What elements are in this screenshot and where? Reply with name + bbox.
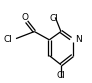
Text: Cl: Cl <box>50 14 59 23</box>
Text: Cl: Cl <box>3 35 12 44</box>
Text: N: N <box>75 35 82 44</box>
Text: Cl: Cl <box>56 71 65 80</box>
Text: O: O <box>22 13 29 22</box>
